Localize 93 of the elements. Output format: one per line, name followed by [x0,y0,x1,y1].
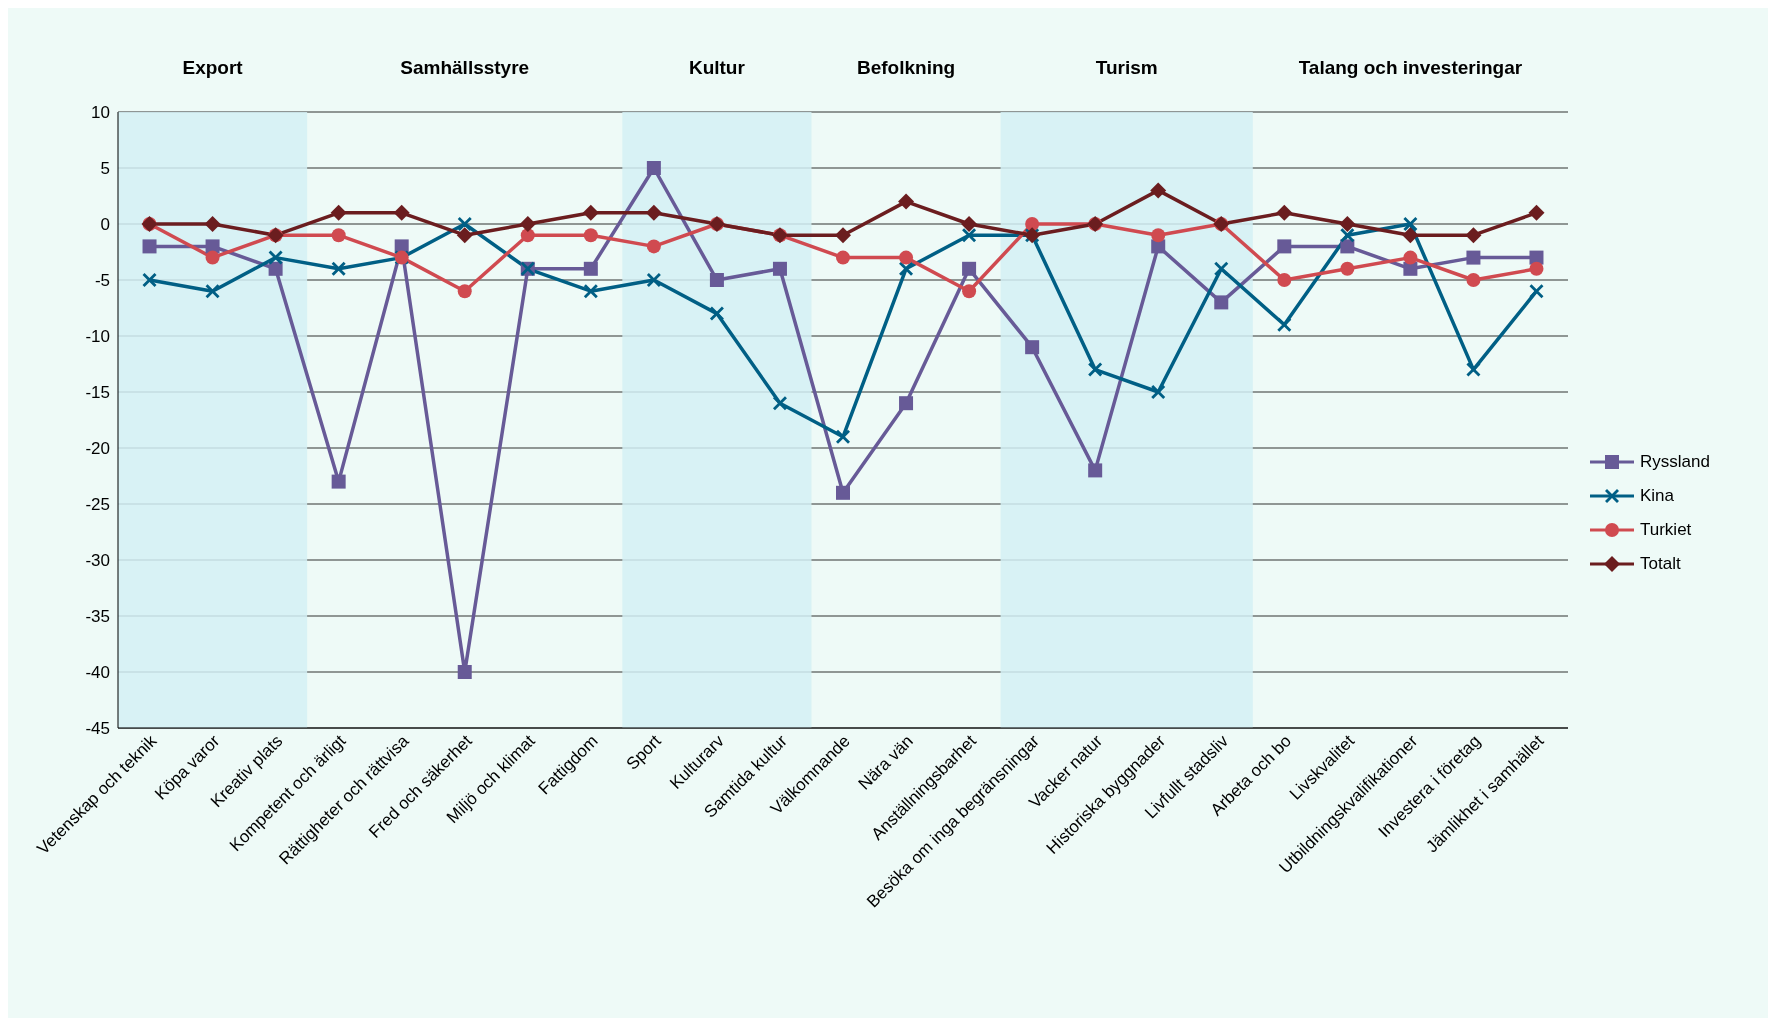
point [1340,228,1355,243]
point [1151,385,1166,399]
y-tick-label: -45 [85,719,110,739]
point [1088,362,1103,377]
point [268,250,283,265]
point [646,161,661,175]
point [142,239,157,254]
point [899,250,914,265]
point [1402,227,1419,244]
point [582,204,599,221]
point [1277,239,1292,254]
y-tick-label: -10 [85,327,110,347]
point [1340,239,1355,254]
point [646,273,661,287]
point [962,284,977,299]
point [268,261,283,276]
point [836,429,850,444]
legend-label: Ryssland [1640,452,1710,472]
point [836,250,850,265]
y-tick-label: -5 [94,271,110,291]
point [1403,250,1418,265]
point [205,250,220,265]
point [331,261,346,276]
point [1466,273,1481,287]
point [1465,227,1482,244]
point [1340,261,1355,276]
point [962,228,977,243]
point [457,217,472,231]
point [835,227,851,244]
band-label: Kultur [688,57,746,78]
point [772,396,787,411]
point [583,228,598,243]
point [899,261,914,276]
y-tick-label: -40 [85,663,110,683]
point [456,227,473,244]
point [836,485,850,500]
point [330,204,347,221]
legend-label: Kina [1640,486,1675,506]
point [205,284,220,299]
point [961,216,978,232]
point [457,665,472,679]
point [1214,261,1229,276]
point [1277,273,1292,287]
point [1150,182,1167,199]
point [1151,228,1166,243]
point [583,284,598,299]
band-label: Turism [1095,57,1158,78]
point [1339,216,1356,232]
y-tick-label: -35 [85,607,110,627]
point [1277,317,1292,332]
point [520,228,535,243]
point [1025,217,1040,231]
text: Samhällsstyre [400,57,530,78]
text: Befolkning [856,57,956,78]
point [519,216,536,232]
point [1276,204,1293,221]
point [1403,261,1418,276]
legend-label: Totalt [1640,554,1681,574]
y-tick-label: -15 [85,383,110,403]
point [1466,362,1481,377]
point [709,273,724,287]
band-label: Export [182,57,244,78]
point [709,306,724,321]
point [205,239,220,254]
point [1214,295,1229,310]
y-tick-label: 10 [91,103,110,123]
text: Talang och investeringar [1298,57,1523,78]
point [204,216,221,232]
point [1403,217,1418,231]
point [583,261,598,276]
point [331,228,346,243]
y-tick-label: 0 [100,215,110,235]
point [1466,250,1481,265]
point [1529,284,1544,299]
point [1529,261,1544,276]
y-tick-label: 5 [100,159,110,179]
point [1025,340,1040,355]
point [331,474,346,489]
point [898,193,915,210]
y-tick-label: -30 [85,551,110,571]
point [457,284,472,299]
point [772,261,787,276]
point [1528,204,1545,221]
point [646,239,661,254]
legend-label: Turkiet [1640,520,1692,540]
point [962,261,977,276]
y-tick-label: -25 [85,495,110,515]
point [393,204,410,221]
point [899,396,914,411]
point [645,204,662,221]
point [142,273,157,287]
point [1088,463,1103,478]
y-tick-label: -20 [85,439,110,459]
